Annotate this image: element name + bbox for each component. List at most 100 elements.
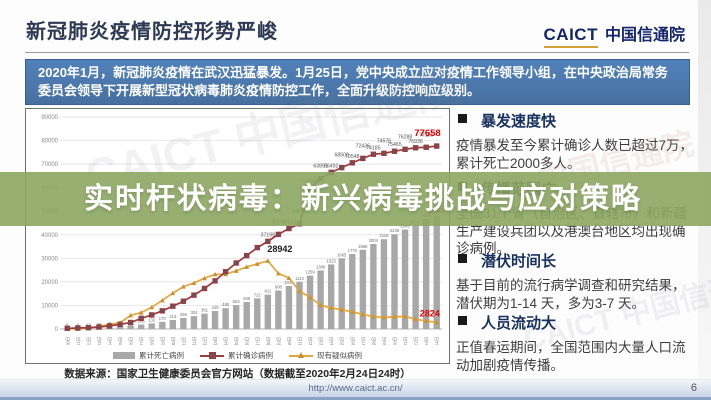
svg-text:2月22日: 2月22日: [414, 337, 420, 345]
source-note: 数据来源：国家卫生健康委员会官方网站（数据截至2020年2月24日24时）: [64, 368, 411, 380]
bullet-body: 基于目前的流行病学调查和研究结果，潜伏期为1-14 天，多为3-7 天。: [456, 278, 686, 311]
legend-label-suspected: 现有疑似病例: [317, 351, 362, 360]
svg-text:80000: 80000: [41, 139, 58, 145]
bullet-item-incubation: 潜伏时间长 基于目前的流行病学调查和研究结果，潜伏期为1-14 天，多为3-7 …: [456, 250, 698, 312]
intro-box: 2020年1月，新冠肺炎疫情在武汉迅猛暴发。1月25日，党中央成立应对疫情工作领…: [25, 59, 690, 105]
svg-text:1016: 1016: [284, 280, 294, 285]
svg-text:1770: 1770: [348, 248, 358, 253]
svg-text:2月16日: 2月16日: [350, 337, 356, 345]
svg-text:2月12日: 2月12日: [308, 337, 314, 345]
footer-url: http://www.caict.ac.cn/: [308, 383, 403, 394]
svg-text:636: 636: [243, 296, 251, 301]
svg-text:77658: 77658: [414, 128, 440, 139]
svg-text:2118: 2118: [379, 233, 389, 238]
svg-text:170: 170: [159, 316, 167, 321]
svg-text:2月11日: 2月11日: [298, 337, 304, 345]
svg-text:2月14日: 2月14日: [329, 337, 335, 345]
svg-text:563: 563: [233, 299, 241, 304]
svg-text:72436: 72436: [356, 143, 371, 149]
svg-text:2824: 2824: [420, 308, 440, 318]
bullet-heading: 人员流动大: [481, 315, 557, 332]
bullet-body: 正值春运期间，全国范围内大量人口流动加剧疫情传播。: [456, 340, 686, 373]
svg-text:2月17日: 2月17日: [361, 337, 367, 345]
svg-text:17: 17: [86, 322, 91, 327]
svg-text:1113: 1113: [295, 276, 304, 281]
svg-text:76288: 76288: [398, 134, 413, 140]
suspected-line-swatch: [289, 351, 313, 358]
svg-text:1月26日: 1月26日: [129, 337, 135, 345]
svg-text:1868: 1868: [358, 244, 368, 249]
svg-text:2月15日: 2月15日: [340, 337, 346, 345]
legend-item-suspected: 现有疑似病例: [289, 350, 362, 361]
svg-text:361: 361: [201, 308, 209, 313]
svg-text:68500: 68500: [335, 153, 350, 159]
svg-text:1月20日: 1月20日: [65, 337, 71, 345]
bullet-square-icon: [458, 254, 467, 263]
svg-text:1月25日: 1月25日: [118, 337, 124, 345]
bullet-heading: 潜伏时间长: [481, 253, 557, 270]
bullet-heading: 暴发速度快: [481, 113, 557, 130]
svg-text:2月10日: 2月10日: [287, 337, 293, 345]
svg-text:20000: 20000: [41, 280, 58, 286]
page-title: 新冠肺炎疫情防控形势严峻: [26, 21, 278, 43]
legend-label-confirmed: 累计确诊病例: [228, 351, 273, 360]
svg-text:9: 9: [77, 323, 80, 328]
svg-text:1523: 1523: [327, 258, 337, 263]
svg-text:259: 259: [180, 312, 188, 317]
legend-item-confirmed: 累计确诊病例: [200, 350, 273, 361]
svg-text:1月27日: 1月27日: [139, 337, 145, 345]
svg-text:1月28日: 1月28日: [150, 337, 156, 345]
legend-item-deaths: 累计死亡病例: [113, 350, 184, 361]
bullet-item-speed: 暴发速度快 疫情暴发至今累计确诊人数已超过7万，累计死亡2000多人。: [456, 110, 698, 172]
deaths-bar-swatch: [113, 352, 135, 359]
chart-panel: 0100002000030000400005000060000700008000…: [25, 108, 450, 364]
svg-text:2月21日: 2月21日: [403, 337, 409, 345]
banner-title: 实时杆状病毒：新兴病毒挑战与应对策略: [84, 183, 643, 215]
svg-text:2月19日: 2月19日: [382, 337, 388, 345]
svg-text:6: 6: [66, 323, 69, 328]
svg-text:28942: 28942: [267, 244, 292, 254]
svg-text:30000: 30000: [41, 256, 58, 262]
svg-text:132: 132: [148, 317, 156, 322]
svg-text:1月24日: 1月24日: [108, 337, 114, 345]
svg-text:2月7日: 2月7日: [255, 337, 261, 345]
svg-text:2月9日: 2月9日: [276, 337, 282, 345]
svg-text:37198: 37198: [261, 232, 276, 238]
confirmed-line-swatch: [200, 352, 224, 359]
chart-legend: 累计死亡病例 累计确诊病例 现有疑似病例: [26, 350, 449, 361]
overlay-banner: 实时杆状病毒：新兴病毒挑战与应对策略: [0, 172, 711, 226]
svg-text:1月31日: 1月31日: [181, 337, 187, 345]
svg-text:90000: 90000: [41, 115, 58, 121]
svg-text:70000: 70000: [41, 162, 58, 168]
svg-text:2月1日: 2月1日: [192, 337, 198, 345]
svg-text:2345: 2345: [400, 224, 410, 229]
svg-text:75465: 75465: [387, 142, 402, 148]
svg-text:2月5日: 2月5日: [234, 337, 240, 345]
bullet-panel: 暴发速度快 疫情暴发至今累计确诊人数已超过7万，累计死亡2000多人。 传播范围…: [456, 106, 698, 378]
svg-text:66492: 66492: [324, 163, 339, 169]
caict-logo: CAICT 中国信通院: [543, 21, 685, 48]
svg-text:76936: 76936: [408, 139, 423, 145]
svg-text:908: 908: [275, 285, 283, 290]
svg-text:2月3日: 2月3日: [213, 337, 219, 345]
svg-text:2月20日: 2月20日: [393, 337, 399, 345]
svg-text:1259: 1259: [305, 270, 315, 275]
svg-text:1月21日: 1月21日: [76, 337, 82, 345]
svg-text:77150: 77150: [419, 132, 434, 138]
svg-text:2月4日: 2月4日: [224, 337, 230, 345]
svg-text:213: 213: [169, 314, 177, 319]
svg-text:2月23日: 2月23日: [424, 337, 430, 345]
svg-text:1月22日: 1月22日: [86, 337, 92, 345]
epidemic-chart: 0100002000030000400005000060000700008000…: [41, 115, 444, 353]
svg-text:10000: 10000: [41, 303, 58, 309]
svg-text:1月29日: 1月29日: [160, 337, 166, 345]
svg-text:2004: 2004: [369, 238, 379, 243]
svg-text:811: 811: [264, 289, 271, 294]
page-number: 6: [690, 382, 697, 394]
svg-text:0: 0: [55, 327, 59, 333]
header-divider: [25, 52, 689, 53]
svg-text:490: 490: [222, 302, 230, 307]
svg-text:1665: 1665: [337, 252, 347, 257]
svg-text:2月13日: 2月13日: [319, 337, 325, 345]
